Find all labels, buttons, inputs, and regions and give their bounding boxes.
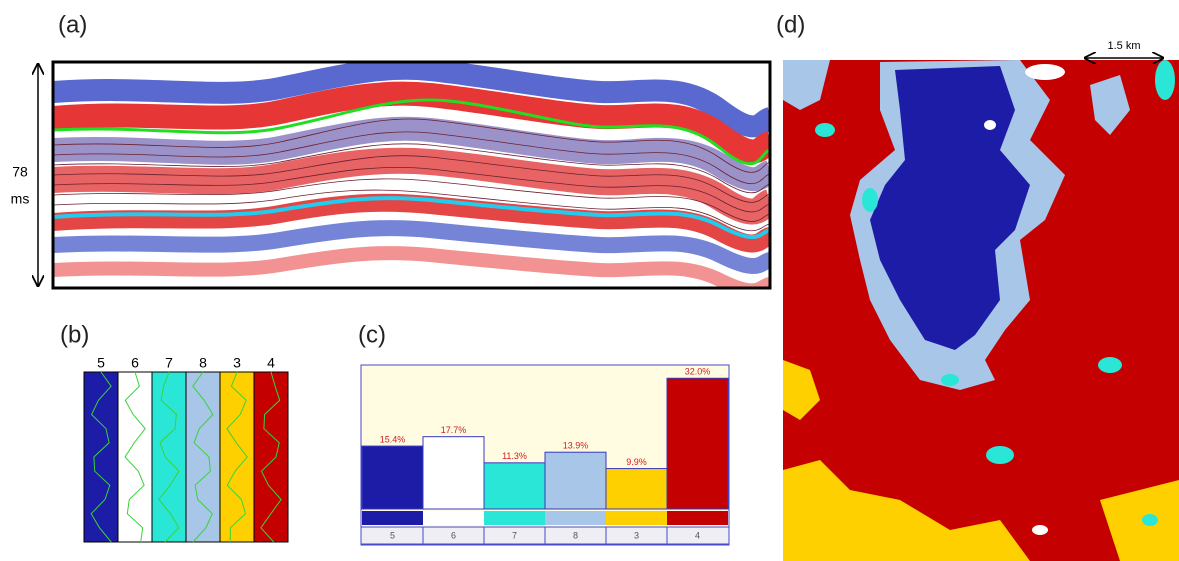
bar [605, 468, 668, 510]
value-label: 17.7% [441, 425, 467, 435]
panel-label: (a) [58, 11, 87, 38]
bar [666, 377, 729, 510]
facies-map [783, 60, 1179, 561]
value-label: 15.4% [380, 434, 406, 444]
bar [422, 436, 485, 510]
scale-label: 1.5 km [1107, 40, 1140, 52]
x-tick-label: 6 [451, 530, 456, 540]
facies-trace [124, 371, 146, 543]
seismic-image [53, 62, 770, 288]
facies-trace [158, 371, 180, 543]
x-tick-label: 7 [512, 530, 517, 540]
facies-columns: 5 6 7 8 3 4 [83, 355, 289, 543]
x-tick-label: 8 [573, 530, 578, 540]
bar-strip [423, 511, 484, 525]
bar [483, 462, 546, 510]
value-label: 13.9% [563, 441, 589, 451]
x-tick-label: 5 [390, 530, 395, 540]
facies-label: 4 [267, 355, 275, 371]
facies-trace [192, 371, 214, 543]
thickness-value: 78 [12, 164, 28, 180]
facies-label: 7 [165, 355, 173, 371]
x-tick-label: 4 [695, 530, 700, 540]
facies-column [185, 371, 221, 543]
panel-label: (c) [358, 321, 386, 348]
facies-column [117, 371, 153, 543]
bar [361, 445, 424, 510]
facies-label: 8 [199, 355, 207, 371]
value-label: 32.0% [685, 367, 711, 377]
bar [544, 451, 607, 510]
bar-strip [667, 511, 728, 525]
facies-column [151, 371, 187, 543]
facies-label: 3 [233, 355, 241, 371]
facies-label: 6 [131, 355, 139, 371]
facies-column [219, 371, 255, 543]
panel-label: (b) [60, 321, 89, 348]
facies-column [253, 371, 289, 543]
bar-strip [606, 511, 667, 525]
facies-trace [90, 371, 112, 543]
value-label: 11.3% [502, 451, 527, 461]
seismic-frame [51, 60, 772, 290]
bar-strip [545, 511, 606, 525]
facies-trace [260, 371, 282, 543]
x-tick-label: 3 [634, 530, 639, 540]
facies-trace [226, 371, 248, 543]
bar-chart: 15.4% 5 17.7% 6 11.3% 7 13.9% 8 9.9% 3 32.0% 4 [361, 367, 729, 544]
facies-label: 5 [97, 355, 105, 371]
bar-strip [484, 511, 545, 525]
thickness-unit: ms [11, 191, 30, 207]
panel-label: (d) [776, 11, 805, 38]
bar-strip [362, 511, 423, 525]
value-label: 9.9% [626, 457, 647, 467]
facies-column [83, 371, 119, 543]
